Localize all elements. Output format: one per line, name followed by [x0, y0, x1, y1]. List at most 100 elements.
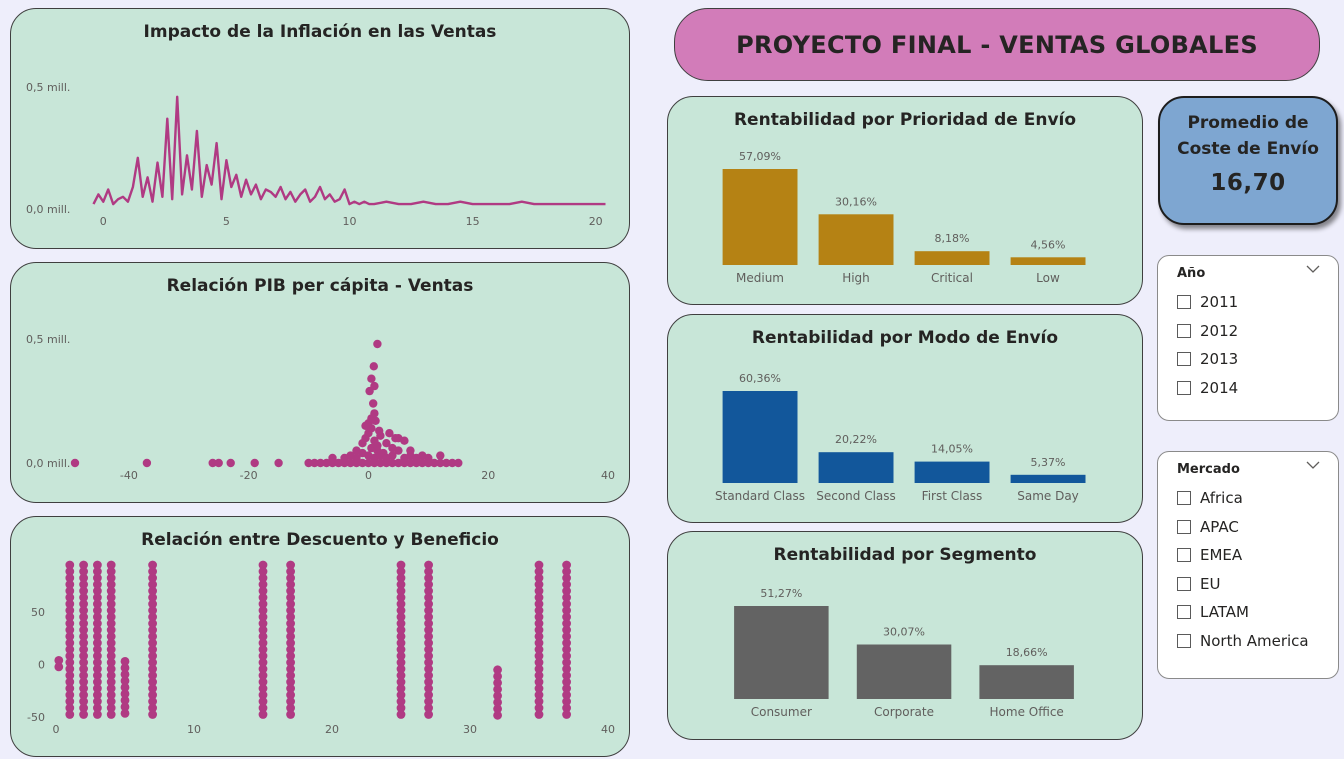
gdp-scatter-point[interactable] — [358, 458, 367, 468]
discount-scatter-point[interactable] — [65, 573, 75, 583]
discount-scatter-point[interactable] — [79, 586, 88, 596]
discount-scatter-point[interactable] — [148, 619, 158, 628]
checkbox[interactable] — [1177, 491, 1191, 506]
discount-scatter-point[interactable] — [79, 677, 88, 687]
gdp-scatter-point[interactable] — [70, 458, 80, 468]
discount-scatter-point[interactable] — [120, 709, 130, 718]
discount-scatter-point[interactable] — [79, 599, 88, 609]
discount-scatter-point[interactable] — [79, 567, 88, 576]
discount-scatter-point[interactable] — [258, 632, 268, 641]
discount-scatter-point[interactable] — [106, 658, 116, 667]
discount-scatter-point[interactable] — [424, 690, 433, 700]
discount-scatter-point[interactable] — [93, 619, 102, 628]
discount-scatter-point[interactable] — [106, 593, 116, 602]
discount-scatter-point[interactable] — [424, 658, 433, 667]
checkbox[interactable] — [1177, 576, 1191, 591]
bar[interactable] — [1010, 474, 1086, 483]
discount-scatter-point[interactable] — [534, 658, 544, 667]
discount-scatter-point[interactable] — [148, 664, 158, 674]
discount-scatter-point[interactable] — [106, 619, 116, 628]
discount-scatter-point[interactable] — [562, 625, 571, 635]
discount-scatter-point[interactable] — [286, 625, 295, 635]
gdp-scatter-point[interactable] — [400, 436, 409, 445]
discount-scatter-point[interactable] — [258, 664, 268, 674]
discount-scatter-point[interactable] — [148, 703, 158, 713]
discount-scatter-point[interactable] — [396, 645, 406, 654]
discount-scatter-point[interactable] — [148, 645, 158, 654]
discount-scatter-point[interactable] — [286, 638, 295, 648]
discount-scatter-point[interactable] — [79, 658, 88, 667]
discount-scatter-point[interactable] — [120, 702, 130, 712]
discount-scatter-point[interactable] — [93, 651, 102, 661]
discount-scatter-point[interactable] — [424, 684, 433, 693]
discount-scatter-point[interactable] — [534, 671, 544, 680]
discount-scatter-point[interactable] — [79, 625, 88, 635]
bar[interactable] — [914, 461, 990, 483]
discount-scatter-point[interactable] — [148, 677, 158, 687]
discount-scatter-column[interactable] — [562, 560, 571, 719]
discount-scatter-point[interactable] — [258, 606, 268, 615]
discount-scatter-point[interactable] — [79, 645, 88, 654]
discount-scatter-point[interactable] — [396, 703, 406, 713]
discount-scatter-point[interactable] — [93, 658, 102, 667]
discount-scatter-point[interactable] — [258, 684, 268, 693]
discount-scatter-point[interactable] — [562, 632, 571, 641]
discount-scatter-point[interactable] — [396, 606, 406, 615]
discount-scatter-point[interactable] — [562, 606, 571, 615]
discount-scatter-point[interactable] — [424, 573, 433, 583]
discount-scatter-point[interactable] — [93, 703, 102, 713]
discount-scatter-point[interactable] — [562, 573, 571, 583]
chevron-down-icon[interactable] — [1306, 264, 1320, 274]
discount-scatter-point[interactable] — [286, 599, 295, 609]
discount-scatter-point[interactable] — [286, 580, 295, 589]
discount-scatter-point[interactable] — [424, 632, 433, 641]
gdp-scatter-point[interactable] — [370, 409, 379, 418]
discount-scatter-point[interactable] — [79, 573, 88, 583]
discount-scatter-point[interactable] — [286, 586, 295, 596]
inflation-line-chart[interactable]: 0,0 mill. 0,5 mill. 0 5 10 15 20 — [11, 9, 631, 250]
discount-scatter-point[interactable] — [79, 697, 88, 706]
gdp-scatter-point[interactable] — [418, 458, 427, 468]
gdp-scatter-point[interactable] — [369, 362, 378, 371]
discount-scatter-point[interactable] — [534, 573, 544, 583]
discount-scatter-point[interactable] — [396, 560, 406, 570]
discount-scatter-point[interactable] — [258, 697, 268, 706]
discount-scatter-column[interactable] — [258, 560, 268, 719]
discount-scatter-point[interactable] — [65, 645, 75, 654]
discount-scatter-point[interactable] — [424, 651, 433, 661]
discount-scatter-column[interactable] — [534, 560, 544, 719]
gdp-scatter-point[interactable] — [369, 399, 378, 408]
gdp-scatter-chart[interactable]: 0,0 mill. 0,5 mill. -40 -20 0 20 40 — [11, 263, 631, 504]
discount-scatter-point[interactable] — [148, 651, 158, 661]
discount-scatter-point[interactable] — [534, 645, 544, 654]
discount-scatter-point[interactable] — [534, 625, 544, 635]
discount-scatter-point[interactable] — [562, 612, 571, 622]
discount-scatter-point[interactable] — [286, 567, 295, 576]
checkbox[interactable] — [1177, 323, 1191, 338]
discount-scatter-point[interactable] — [562, 580, 571, 589]
gdp-scatter-point[interactable] — [250, 458, 259, 468]
discount-scatter-point[interactable] — [562, 690, 571, 700]
discount-scatter-point[interactable] — [258, 677, 268, 687]
year-option[interactable]: 2011 — [1177, 288, 1238, 317]
discount-scatter-point[interactable] — [258, 710, 268, 719]
discount-scatter-point[interactable] — [106, 638, 116, 648]
market-option[interactable]: LATAM — [1177, 598, 1309, 627]
discount-scatter-point[interactable] — [258, 599, 268, 609]
discount-scatter-point[interactable] — [286, 658, 295, 667]
gdp-scatter-point[interactable] — [274, 458, 283, 468]
discount-scatter-point[interactable] — [120, 657, 130, 666]
discount-scatter-point[interactable] — [106, 580, 116, 589]
discount-scatter-point[interactable] — [286, 645, 295, 654]
discount-scatter-point[interactable] — [65, 619, 75, 628]
discount-scatter-point[interactable] — [534, 606, 544, 615]
discount-scatter-point[interactable] — [562, 619, 571, 628]
discount-scatter-point[interactable] — [424, 664, 433, 674]
discount-scatter-point[interactable] — [65, 677, 75, 687]
discount-scatter-point[interactable] — [286, 573, 295, 583]
discount-scatter-point[interactable] — [54, 656, 64, 665]
mode-bar-chart[interactable]: 60,36% Standard Class 20,22% Second Class 14… — [668, 315, 1144, 524]
discount-scatter-point[interactable] — [258, 580, 268, 589]
discount-scatter-point[interactable] — [258, 645, 268, 654]
discount-scatter-point[interactable] — [106, 651, 116, 661]
